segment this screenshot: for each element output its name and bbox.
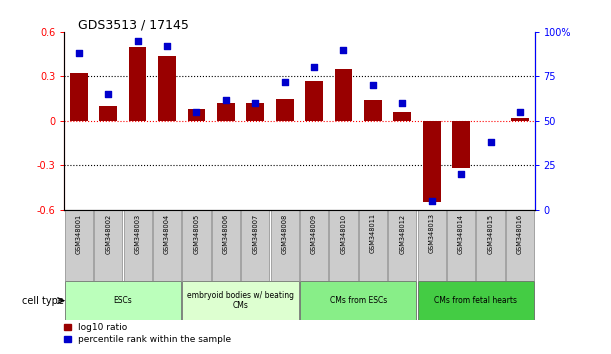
- Bar: [123, 210, 152, 281]
- Text: GSM348003: GSM348003: [134, 213, 141, 253]
- Text: CMs from fetal hearts: CMs from fetal hearts: [434, 296, 518, 305]
- Bar: [388, 210, 417, 281]
- Point: [103, 91, 113, 97]
- Bar: [506, 210, 534, 281]
- Bar: [212, 210, 240, 281]
- Bar: [246, 103, 264, 121]
- Bar: [153, 210, 181, 281]
- Bar: [188, 109, 205, 121]
- Bar: [241, 210, 269, 281]
- Bar: [335, 69, 353, 121]
- Bar: [182, 210, 211, 281]
- Legend: log10 ratio, percentile rank within the sample: log10 ratio, percentile rank within the …: [64, 324, 232, 344]
- Bar: [477, 210, 505, 281]
- Point: [368, 82, 378, 88]
- Bar: [393, 112, 411, 121]
- Bar: [417, 281, 534, 320]
- Point: [515, 109, 525, 115]
- Text: ESCs: ESCs: [114, 296, 133, 305]
- Text: CMs from ESCs: CMs from ESCs: [329, 296, 387, 305]
- Point: [251, 100, 260, 106]
- Point: [338, 47, 348, 52]
- Text: GSM348012: GSM348012: [400, 213, 405, 253]
- Bar: [329, 210, 357, 281]
- Point: [486, 139, 496, 145]
- Text: GSM348002: GSM348002: [105, 213, 111, 254]
- Bar: [359, 210, 387, 281]
- Text: GSM348015: GSM348015: [488, 213, 494, 253]
- Bar: [447, 210, 475, 281]
- Text: GSM348011: GSM348011: [370, 213, 376, 253]
- Text: cell type: cell type: [22, 296, 64, 306]
- Text: GSM348004: GSM348004: [164, 213, 170, 254]
- Point: [397, 100, 407, 106]
- Bar: [158, 56, 176, 121]
- Bar: [182, 281, 299, 320]
- Text: GSM348008: GSM348008: [282, 213, 288, 254]
- Text: GSM348007: GSM348007: [252, 213, 258, 254]
- Point: [280, 79, 290, 85]
- Text: GSM348013: GSM348013: [429, 213, 434, 253]
- Text: GSM348001: GSM348001: [76, 213, 82, 253]
- Bar: [423, 121, 441, 202]
- Point: [456, 171, 466, 177]
- Text: GSM348016: GSM348016: [517, 213, 523, 253]
- Text: GSM348014: GSM348014: [458, 213, 464, 253]
- Bar: [217, 103, 235, 121]
- Bar: [94, 210, 122, 281]
- Point: [427, 198, 437, 204]
- Bar: [364, 100, 382, 121]
- Text: embryoid bodies w/ beating
CMs: embryoid bodies w/ beating CMs: [187, 291, 294, 310]
- Bar: [65, 210, 93, 281]
- Bar: [452, 121, 470, 168]
- Bar: [306, 81, 323, 121]
- Point: [221, 97, 231, 102]
- Point: [192, 109, 202, 115]
- Bar: [511, 118, 529, 121]
- Bar: [300, 210, 328, 281]
- Point: [74, 50, 84, 56]
- Text: GSM348009: GSM348009: [311, 213, 317, 253]
- Text: GDS3513 / 17145: GDS3513 / 17145: [78, 19, 189, 32]
- Bar: [65, 281, 181, 320]
- Text: GSM348006: GSM348006: [223, 213, 229, 254]
- Bar: [70, 73, 88, 121]
- Bar: [300, 281, 417, 320]
- Text: GSM348005: GSM348005: [194, 213, 199, 254]
- Bar: [129, 47, 147, 121]
- Point: [162, 43, 172, 49]
- Point: [309, 65, 319, 70]
- Bar: [100, 106, 117, 121]
- Bar: [271, 210, 299, 281]
- Point: [133, 38, 142, 44]
- Bar: [276, 99, 293, 121]
- Bar: [417, 210, 446, 281]
- Text: GSM348010: GSM348010: [340, 213, 346, 253]
